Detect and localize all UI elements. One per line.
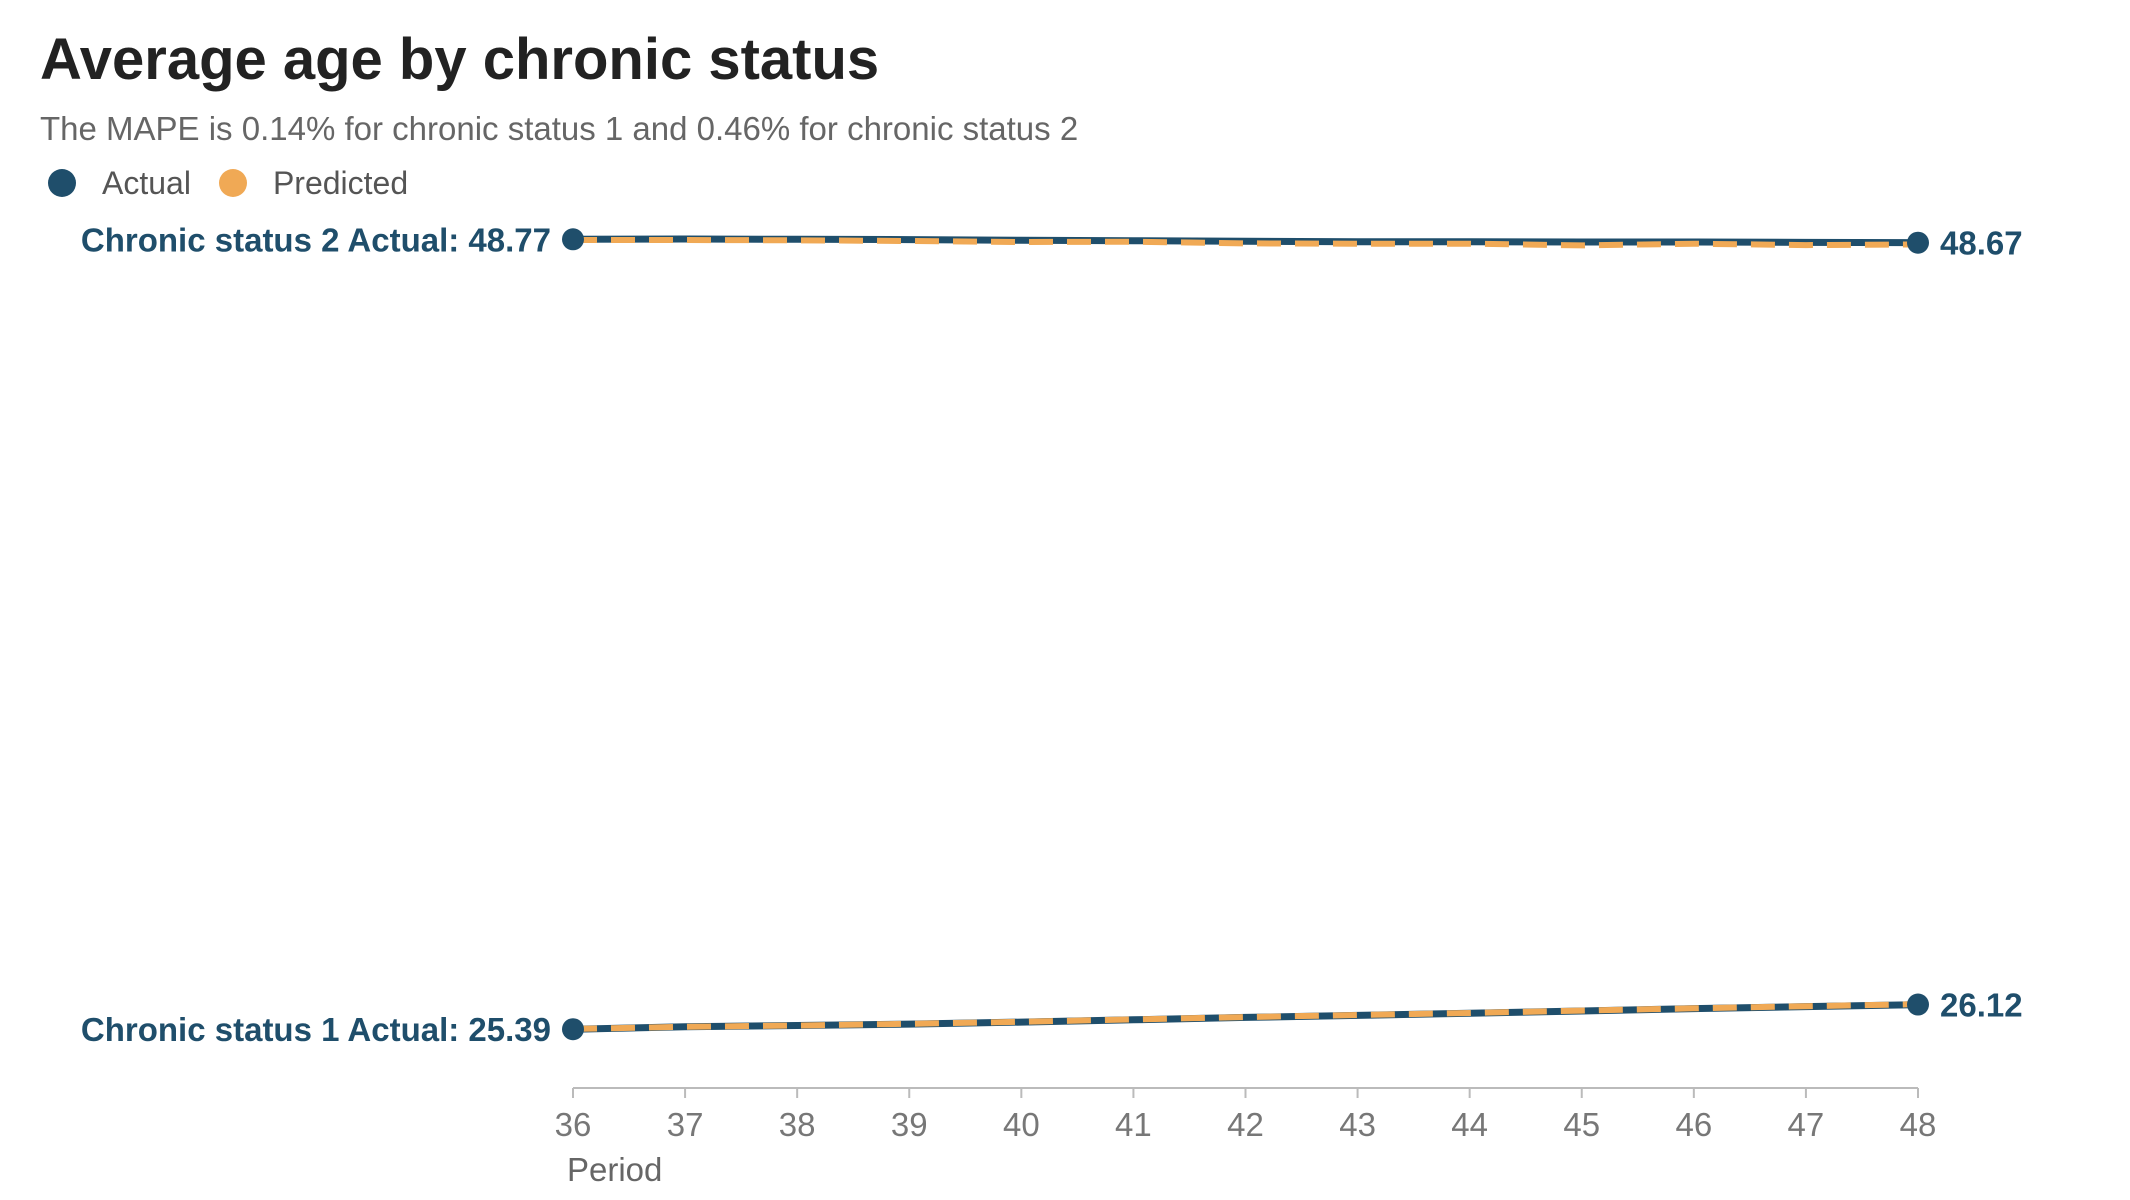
chronic-status-2-end-label: 48.67 [1940, 225, 2023, 262]
chronic-status-1-start-point [562, 1018, 584, 1041]
legend-predicted-label: Predicted [272, 164, 409, 201]
x-tick-label: 41 [1115, 1106, 1152, 1143]
x-tick-label: 40 [1003, 1106, 1040, 1143]
chronic-status-1-end-label: 26.12 [1940, 987, 2023, 1024]
x-tick-label: 42 [1227, 1106, 1264, 1143]
chronic-status-1-predicted-line [572, 1001, 1919, 1032]
x-axis-title: Period [567, 1151, 662, 1188]
x-tick-label: 44 [1451, 1106, 1488, 1143]
x-tick-label: 46 [1675, 1106, 1712, 1143]
legend-predicted-marker [218, 169, 247, 197]
legend-actual-marker [48, 169, 76, 197]
chronic-status-1-end-point [1907, 993, 1929, 1016]
x-tick-label: 36 [555, 1106, 592, 1143]
legend-actual-label: Actual [102, 164, 191, 201]
legend: Actual Predicted [48, 163, 436, 203]
chart-subtitle: The MAPE is 0.14% for chronic status 1 a… [40, 110, 1079, 147]
legend-item-actual[interactable]: Actual [48, 165, 191, 202]
x-tick-label: 37 [667, 1106, 704, 1143]
legend-item-predicted[interactable]: Predicted [218, 164, 409, 202]
x-tick-label: 47 [1788, 1106, 1825, 1143]
x-tick-label: 38 [779, 1106, 816, 1143]
chronic-status-2-end-point [1907, 231, 1929, 254]
chronic-status-2-start-label: Chronic status 2 Actual: 48.77 [81, 221, 551, 258]
chronic-status-2-start-point [562, 228, 584, 251]
x-tick-label: 39 [891, 1106, 928, 1143]
x-tick-label: 45 [1563, 1106, 1600, 1143]
chart-title: Average age by chronic status [40, 27, 880, 92]
chronic-status-1-start-label: Chronic status 1 Actual: 25.39 [81, 1011, 551, 1048]
x-tick-label: 48 [1900, 1106, 1937, 1143]
chronic-status-2-predicted-line [573, 237, 1919, 249]
x-tick-label: 43 [1339, 1106, 1376, 1143]
